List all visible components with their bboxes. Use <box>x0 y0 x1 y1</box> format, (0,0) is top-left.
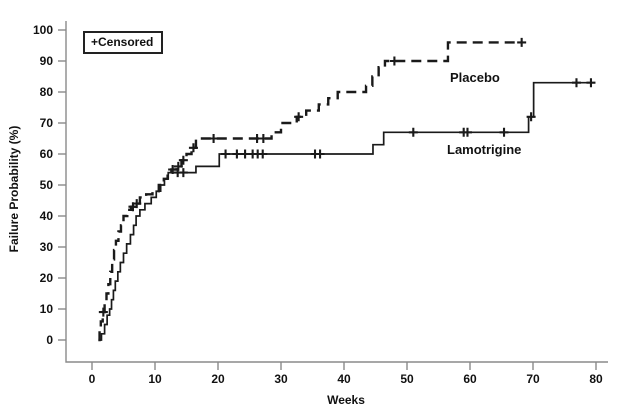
x-tick-label: 40 <box>337 372 351 386</box>
y-tick-label: 90 <box>40 54 54 68</box>
x-tick-label: 80 <box>589 372 603 386</box>
y-tick-label: 60 <box>40 147 54 161</box>
placebo-curve <box>98 41 522 342</box>
x-tick-label: 20 <box>211 372 225 386</box>
axes-frame <box>65 21 608 363</box>
censored-legend-box: +Censored <box>83 31 164 54</box>
lamotrigine-censor-marks <box>173 78 596 178</box>
series-label-lamotrigine: Lamotrigine <box>447 142 522 157</box>
y-tick-label: 100 <box>33 23 53 37</box>
y-axis-title: Failure Probability (%) <box>7 125 21 253</box>
y-tick-label: 70 <box>40 116 54 130</box>
y-tick-label: 40 <box>40 209 54 223</box>
x-axis-title: Weeks <box>327 393 365 407</box>
x-tick-label: 10 <box>148 372 162 386</box>
x-tick-label: 30 <box>274 372 288 386</box>
lamotrigine-curve <box>98 81 593 341</box>
series-label-placebo: Placebo <box>450 70 500 85</box>
y-tick-label: 30 <box>40 240 54 254</box>
x-tick-label: 50 <box>400 372 414 386</box>
x-tick-label: 70 <box>526 372 540 386</box>
placebo-censor-marks <box>98 37 527 317</box>
x-tick-label: 0 <box>89 372 96 386</box>
y-tick-label: 10 <box>40 302 54 316</box>
y-tick-label: 50 <box>40 178 54 192</box>
y-tick-label: 80 <box>40 85 54 99</box>
x-tick-label: 60 <box>463 372 477 386</box>
y-tick-label: 0 <box>46 333 53 347</box>
y-tick-label: 20 <box>40 271 54 285</box>
